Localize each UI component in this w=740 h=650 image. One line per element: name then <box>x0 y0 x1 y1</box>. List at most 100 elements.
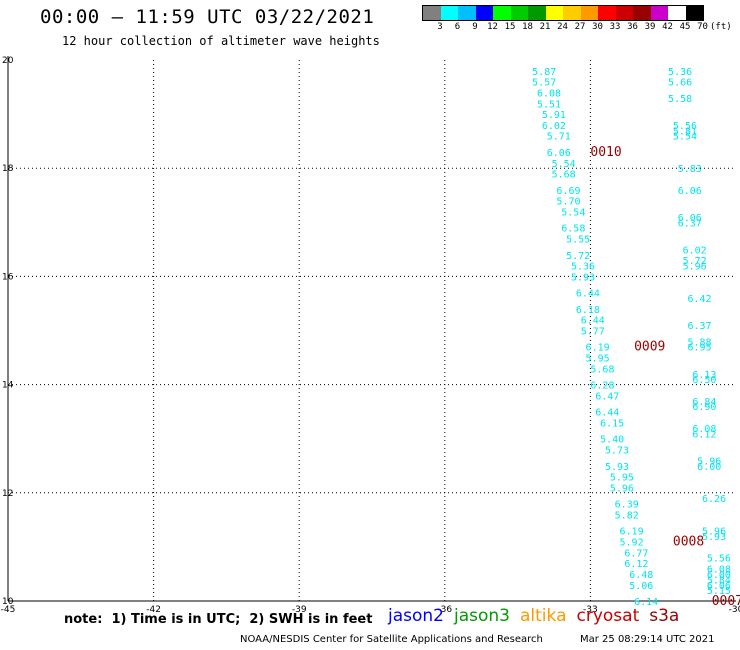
legend-label: 12 <box>487 22 498 32</box>
wave-height-label: 5.96 <box>702 527 726 538</box>
wave-height-label: 6.00 <box>707 570 731 581</box>
legend-swatch <box>650 6 668 20</box>
legend-label: 45 <box>679 22 691 32</box>
legend-swatch <box>685 6 703 20</box>
wave-height-label: 5.72 <box>566 251 590 262</box>
wave-height-label: 6.50 <box>692 375 716 386</box>
wave-height-label: 6.14 <box>634 597 658 608</box>
wave-height-label: 5.82 <box>615 510 639 521</box>
wave-height-label: 5.06 <box>629 581 653 592</box>
wave-height-label: 5.72 <box>683 256 707 267</box>
wave-height-label: 5.40 <box>600 435 624 446</box>
legend-label: 24 <box>557 22 568 32</box>
wave-height-label: 5.91 <box>542 110 566 121</box>
data-labels: 5.875.576.085.515.916.025.716.065.545.68… <box>532 67 740 609</box>
wave-height-label: 6.44 <box>595 408 619 419</box>
wave-height-label: 6.39 <box>615 500 639 511</box>
legend-swatch <box>423 6 441 20</box>
wave-height-label: 5.58 <box>668 94 692 105</box>
wave-height-label: 6.15 <box>600 418 624 429</box>
axis-tick-labels: -45 -42 -39 -36 -33 -30 20 18 16 14 12 10 <box>1 56 740 615</box>
legend-swatch <box>458 6 476 20</box>
wave-height-label: 5.56 <box>707 554 731 565</box>
x-tick-label: -39 <box>292 605 307 615</box>
wave-height-label: 6.06 <box>707 581 731 592</box>
wave-height-label: 6.44 <box>581 316 605 327</box>
wave-height-label: 5.71 <box>547 132 571 143</box>
timestamp-text: Mar 25 08:29:14 UTC 2021 <box>580 634 715 645</box>
wave-height-label: 6.00 <box>697 462 721 473</box>
wave-height-label: 6.95 <box>687 343 711 354</box>
wave-height-label: 5.92 <box>620 537 644 548</box>
x-tick-label: -30 <box>729 605 740 615</box>
y-tick-label: 16 <box>2 272 14 282</box>
x-tick-label: -33 <box>583 605 598 615</box>
wave-height-label: 5.96 <box>683 262 707 273</box>
legend-label: 3 <box>437 22 443 32</box>
wave-height-label: 5.54 <box>561 207 585 218</box>
wave-height-label: 5.93 <box>605 462 629 473</box>
wave-height-label: 6.48 <box>629 570 653 581</box>
legend-label: (ft) <box>710 22 732 32</box>
satellite-altika: altika <box>520 606 567 626</box>
wave-height-label: 6.84 <box>692 397 716 408</box>
wave-height-label: 5.68 <box>552 170 576 181</box>
chart-subtitle: 12 hour collection of altimeter wave hei… <box>62 34 380 48</box>
wave-height-label: 6.90 <box>692 402 716 413</box>
wave-height-label: 6.12 <box>624 559 648 570</box>
credit-text: NOAA/NESDIS Center for Satellite Applica… <box>240 634 543 645</box>
legend-swatch <box>668 6 686 20</box>
wave-height-label: 6.12 <box>692 429 716 440</box>
wave-height-label: 5.15 <box>707 586 731 597</box>
wave-height-label: 5.96 <box>697 456 721 467</box>
wave-height-label: 5.54 <box>552 159 576 170</box>
wave-height-label: 6.47 <box>595 391 619 402</box>
wave-height-label: 5.81 <box>673 126 697 137</box>
legend-label: 39 <box>644 22 656 32</box>
wave-height-label: 6.06 <box>678 213 702 224</box>
wave-height-label: 5.68 <box>590 364 614 375</box>
wave-height-label: 6.08 <box>537 88 561 99</box>
legend-swatch <box>475 6 493 20</box>
wave-height-label: 6.58 <box>561 224 585 235</box>
legend-swatch <box>440 6 458 20</box>
y-tick-label: 20 <box>2 56 14 66</box>
wave-height-label: 6.06 <box>547 148 571 159</box>
legend-label: 18 <box>522 22 533 32</box>
pass-time-label: 0009 <box>634 340 665 355</box>
chart-title: 00:00 – 11:59 UTC 03/22/2021 <box>40 6 375 28</box>
wave-height-label: 6.02 <box>542 121 566 132</box>
wave-height-label: 6.19 <box>620 527 644 538</box>
wave-height-label: 5.36 <box>668 67 692 78</box>
satellite-jason2: jason2 <box>388 606 444 626</box>
wave-height-label: 5.51 <box>537 99 561 110</box>
wave-height-label: 5.87 <box>532 67 556 78</box>
satellite-cryosat: cryosat <box>576 606 640 626</box>
legend-swatch <box>580 6 598 20</box>
wave-height-label: 6.77 <box>624 548 648 559</box>
wave-height-label: 6.08 <box>707 565 731 576</box>
wave-height-label: 5.96 <box>610 483 634 494</box>
legend-label: 9 <box>472 22 478 32</box>
legend-swatch <box>493 6 511 20</box>
x-tick-label: -42 <box>146 605 161 615</box>
wave-height-label: 6.44 <box>576 289 600 300</box>
y-tick-label: 14 <box>2 381 14 391</box>
wave-height-label: 6.13 <box>692 370 716 381</box>
wave-height-label: 6.69 <box>556 186 580 197</box>
wave-height-label: 6.37 <box>678 218 702 229</box>
x-tick-label: -45 <box>1 605 16 615</box>
legend-swatch <box>510 6 528 20</box>
legend-label: 33 <box>609 22 621 32</box>
x-tick-label: -36 <box>437 605 452 615</box>
wave-height-label: 5.93 <box>702 532 726 543</box>
legend-swatch <box>598 6 616 20</box>
wave-height-label: 5.73 <box>605 446 629 457</box>
note-text: note: 1) Time is in UTC; 2) SWH is in fe… <box>64 612 373 627</box>
wave-height-label: 5.70 <box>556 197 580 208</box>
wave-height-label: 6.18 <box>576 305 600 316</box>
legend-label: 42 <box>662 22 673 32</box>
wave-height-label: 5.36 <box>571 262 595 273</box>
y-tick-label: 10 <box>2 597 14 607</box>
satellite-jason3: jason3 <box>454 606 510 626</box>
